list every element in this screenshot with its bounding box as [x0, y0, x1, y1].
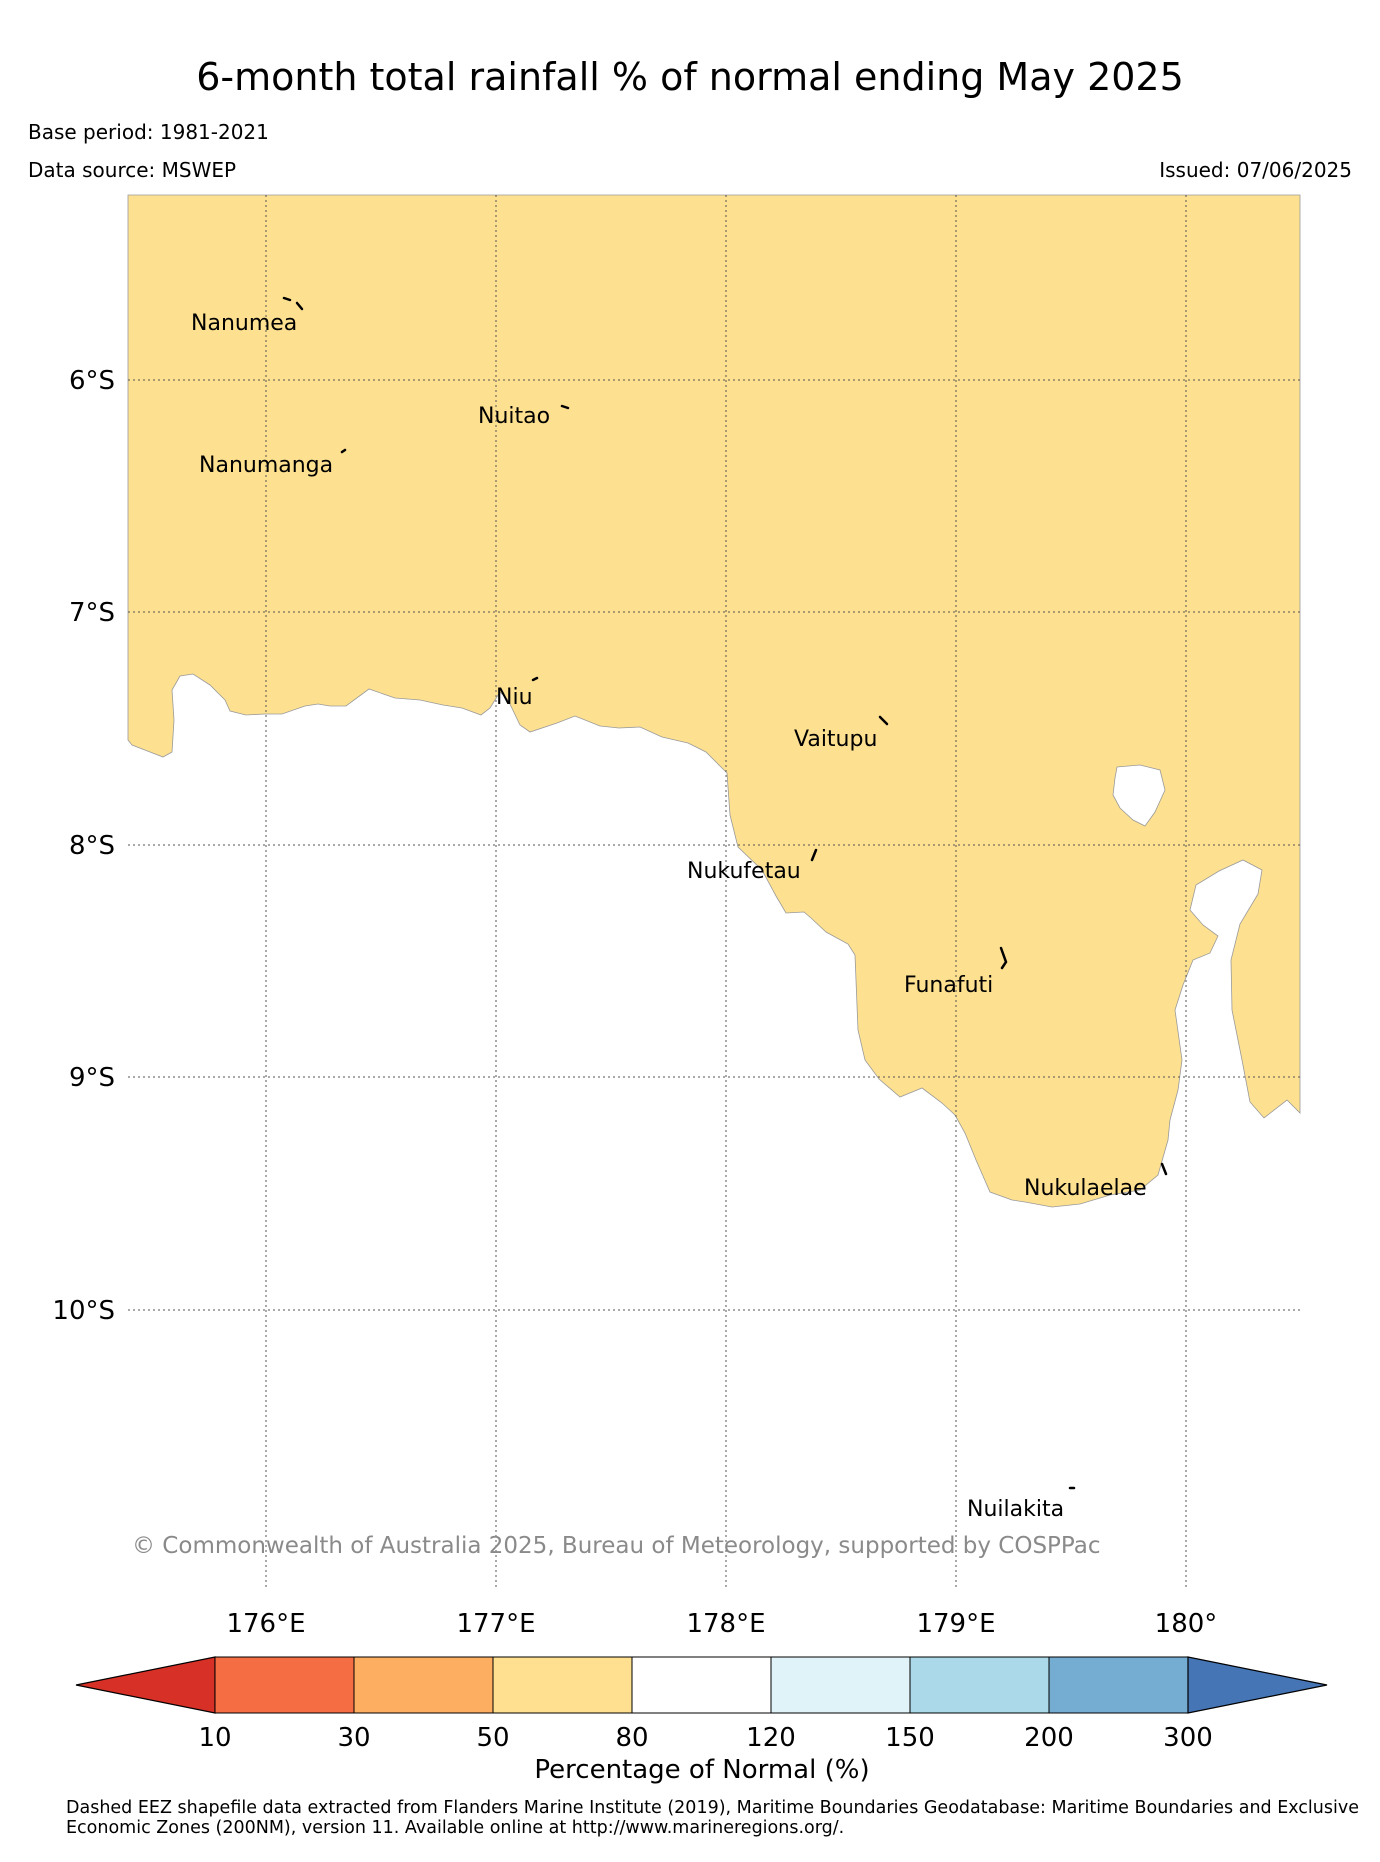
colorbar-tick: 150 [885, 1723, 935, 1753]
island-label-nuitao: Nuitao [478, 404, 550, 429]
island-label-nanumanga: Nanumanga [199, 453, 333, 478]
colorbar-tick: 200 [1024, 1723, 1074, 1753]
island-shape-nuitao [560, 404, 570, 410]
island-shape-nukufetau [810, 848, 818, 862]
colorbar-segment-200-300 [1048, 1656, 1189, 1714]
colorbar-tick: 300 [1163, 1723, 1213, 1753]
colorbar-label: Percentage of Normal (%) [534, 1755, 869, 1785]
colorbar-segment-30-50 [353, 1656, 494, 1714]
colorbar [75, 1656, 1328, 1714]
gridlines [128, 195, 1300, 1590]
lon-label: 180° [1155, 1609, 1218, 1639]
island-shape-nanumanga [340, 448, 347, 454]
copyright-notice: © Commonwealth of Australia 2025, Bureau… [132, 1533, 1101, 1559]
lon-label: 179°E [916, 1609, 995, 1639]
island-label-vaitupu: Vaitupu [794, 727, 877, 752]
island-shape-niu [531, 676, 539, 682]
lat-label: 6°S [69, 366, 115, 396]
lat-label: 8°S [69, 831, 115, 861]
island-shapes [282, 296, 1168, 1490]
island-label-niu: Niu [496, 685, 533, 710]
lon-label: 176°E [226, 1609, 305, 1639]
island-shape-nukulaelae [1160, 1162, 1168, 1176]
base-period: Base period: 1981-2021 [28, 120, 269, 144]
rainfall-region [127, 194, 1301, 1208]
footnote: Dashed EEZ shapefile data extracted from… [66, 1798, 1359, 1838]
chart-title: 6-month total rainfall % of normal endin… [196, 55, 1184, 99]
island-shape-nanumea [282, 296, 304, 311]
colorbar-under-arrow [75, 1656, 216, 1714]
region-hole [1112, 764, 1166, 827]
island-label-nanumea: Nanumea [191, 311, 297, 336]
issued-date: Issued: 07/06/2025 [1159, 158, 1352, 182]
colorbar-segment-150-200 [909, 1656, 1050, 1714]
colorbar-over-arrow [1187, 1656, 1328, 1714]
lat-label: 10°S [52, 1296, 115, 1326]
colorbar-segment-10-30 [214, 1656, 355, 1714]
colorbar-tick: 50 [476, 1723, 509, 1753]
lat-label: 7°S [69, 598, 115, 628]
lat-label: 9°S [69, 1063, 115, 1093]
colorbar-segment-50-80 [492, 1656, 633, 1714]
data-source: Data source: MSWEP [28, 158, 237, 182]
island-label-nukufetau: Nukufetau [687, 859, 801, 884]
island-shape-vaitupu [878, 715, 889, 726]
colorbar-tick: 10 [198, 1723, 231, 1753]
colorbar-segment-120-150 [770, 1656, 911, 1714]
colorbar-tick: 30 [337, 1723, 370, 1753]
island-shape-funafuti [999, 946, 1008, 970]
rainfall-map: Nanumea Nuitao Nanumanga Niu Vaitupu Nuk… [52, 194, 1328, 1785]
lon-label: 178°E [686, 1609, 765, 1639]
island-label-nukulaelae: Nukulaelae [1024, 1176, 1147, 1201]
island-label-funafuti: Funafuti [904, 973, 993, 998]
colorbar-tick: 120 [746, 1723, 796, 1753]
colorbar-tick: 80 [615, 1723, 648, 1753]
island-label-nuilakita: Nuilakita [967, 1497, 1064, 1522]
colorbar-segment-80-120 [631, 1656, 772, 1714]
lon-label: 177°E [456, 1609, 535, 1639]
